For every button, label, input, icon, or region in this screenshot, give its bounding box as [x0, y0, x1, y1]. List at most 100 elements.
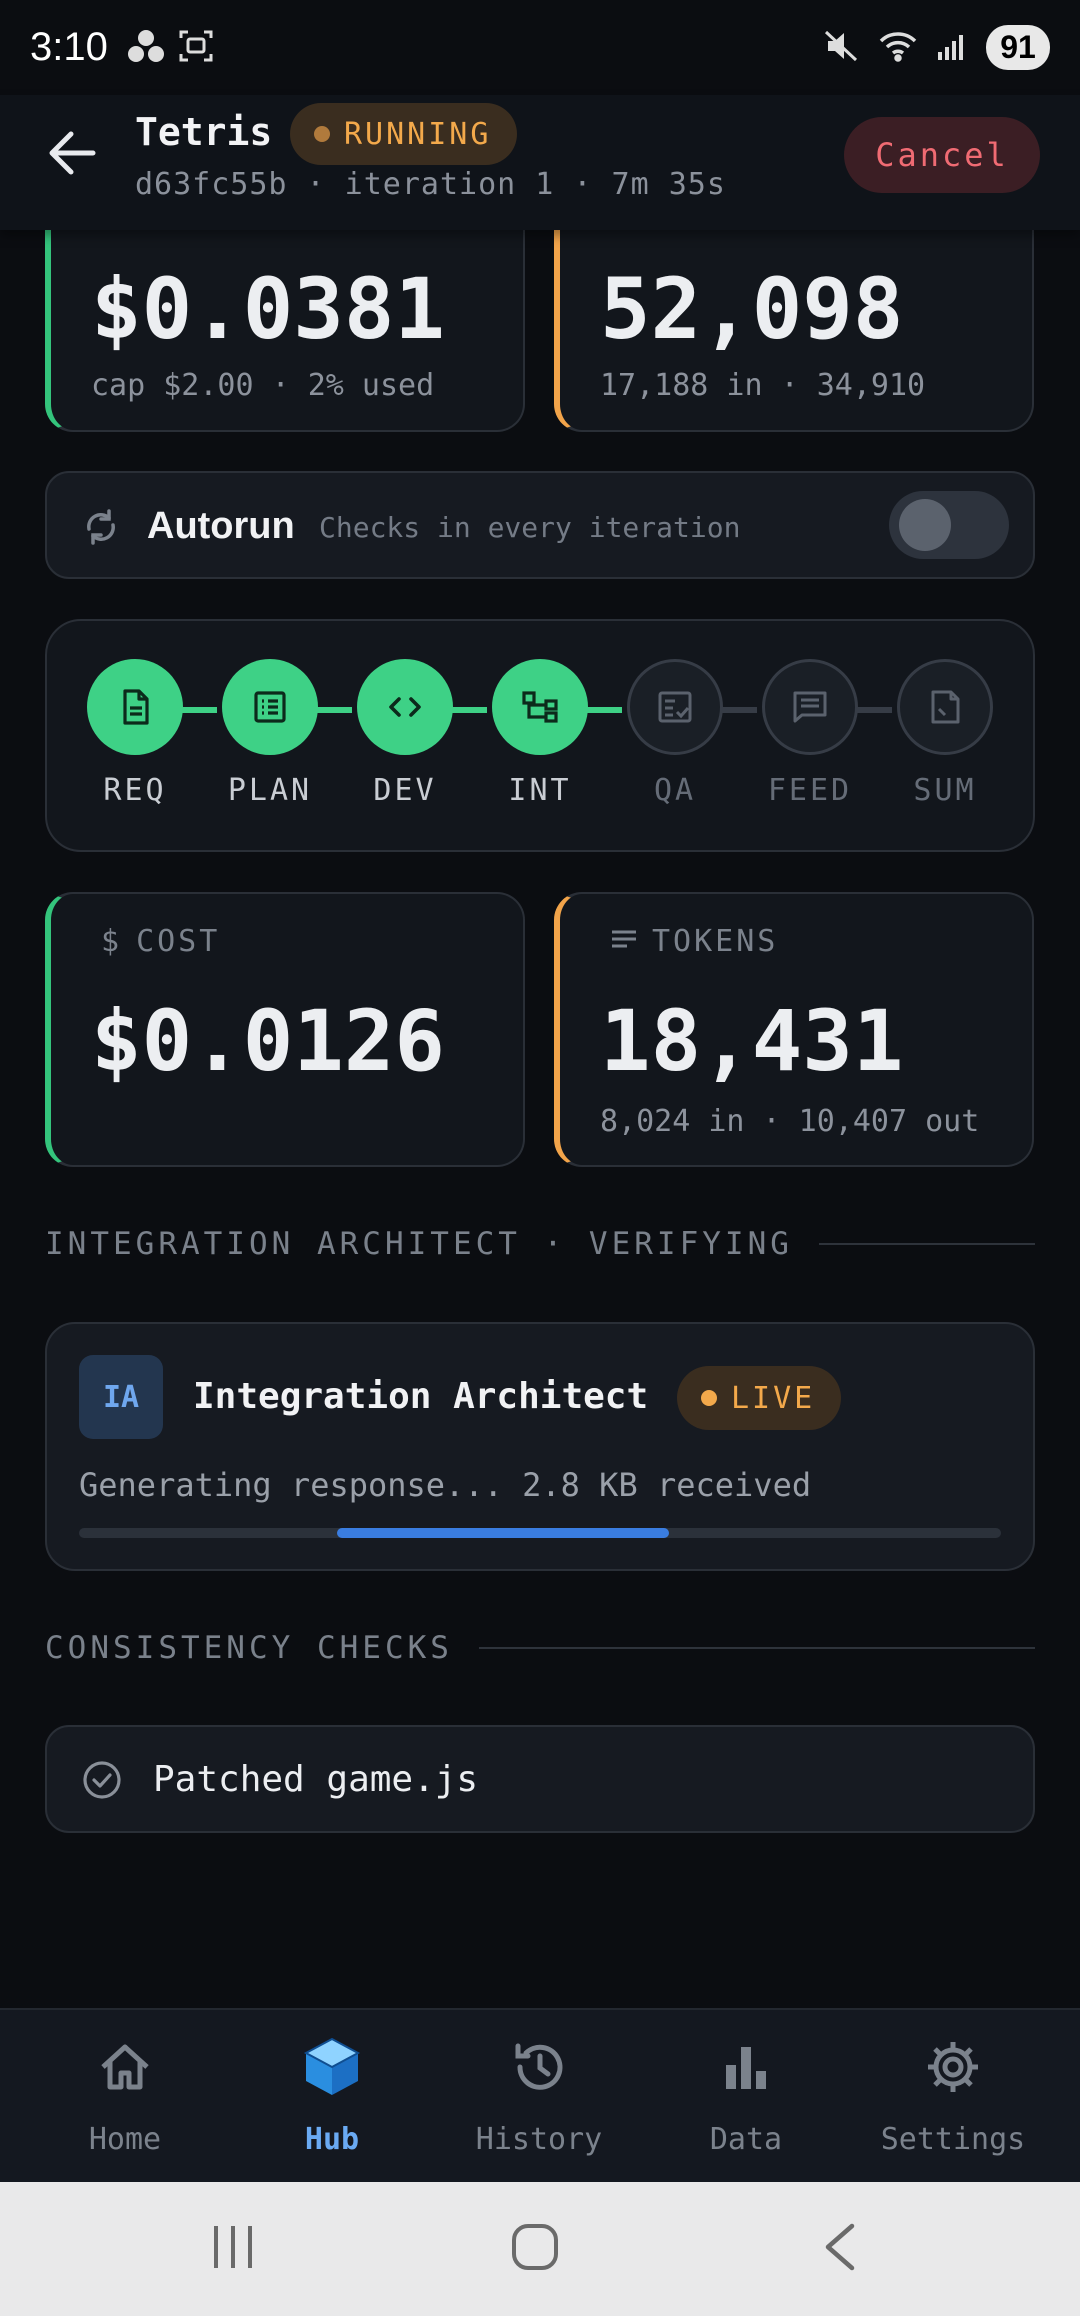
live-badge: LIVE	[677, 1366, 842, 1430]
step-label: INT	[508, 773, 572, 808]
step-label: SUM	[913, 773, 977, 808]
autorun-title: Autorun	[147, 505, 295, 547]
nav-label: History	[475, 2122, 603, 2157]
nav-label: Home	[88, 2122, 162, 2157]
stage-tokens-card: TOKENS 18,431 8,024 in · 10,407 out	[554, 892, 1034, 1167]
check-text: Patched game.js	[153, 1759, 479, 1800]
stage-tokens-label: TOKENS	[652, 924, 779, 959]
connector	[582, 707, 622, 713]
list-icon	[254, 691, 286, 723]
home-system-button[interactable]	[510, 2222, 560, 2276]
app-cluster-icon	[126, 28, 166, 68]
status-badge-label: RUNNING	[344, 116, 492, 152]
back-system-button[interactable]	[820, 2222, 860, 2276]
run-cost-value: $0.0381	[91, 260, 446, 358]
nav-data[interactable]: Data	[646, 2032, 846, 2157]
stage-cost-label: COST	[136, 924, 221, 959]
integration-icon	[522, 691, 558, 723]
divider	[478, 1647, 1035, 1649]
recents-icon	[214, 2226, 252, 2268]
section-title: INTEGRATION ARCHITECT · VERIFYING	[45, 1226, 793, 1262]
bottom-nav: Home Hub History Data Settings	[0, 2008, 1080, 2182]
connector	[312, 707, 352, 713]
nav-hub[interactable]: Hub	[232, 2032, 432, 2157]
arrow-left-icon	[49, 131, 96, 175]
agent-status: Generating response... 2.8 KB received	[79, 1466, 812, 1504]
summary-icon	[931, 690, 960, 724]
step-plan[interactable]: PLAN	[222, 659, 318, 808]
step-label: PLAN	[227, 773, 313, 808]
wifi-icon	[878, 30, 918, 66]
nav-settings[interactable]: Settings	[853, 2032, 1053, 2157]
code-icon	[389, 697, 421, 717]
chevron-left-icon	[825, 2223, 855, 2271]
home-icon	[101, 2044, 149, 2090]
check-circle-icon	[81, 1759, 123, 1805]
run-tokens-sub: 17,188 in · 34,910	[600, 368, 926, 403]
system-nav-bar	[0, 2182, 1080, 2316]
pipeline-stepper: REQ PLAN DEV INT QA FEED SUM	[45, 619, 1035, 852]
stage-tokens-value: 18,431	[600, 992, 904, 1090]
run-header: Tetris RUNNING d63fc55b · iteration 1 · …	[0, 95, 1080, 230]
nav-label: Hub	[304, 2122, 360, 2157]
stage-cost-value: $0.0126	[91, 992, 446, 1090]
status-bar: 3:10 91	[0, 0, 1080, 95]
step-feed[interactable]: FEED	[762, 659, 858, 808]
agent-section-header: INTEGRATION ARCHITECT · VERIFYING	[45, 1226, 1035, 1262]
connector	[717, 707, 757, 713]
cancel-button[interactable]: Cancel	[844, 117, 1040, 193]
run-tokens-card: 52,098 17,188 in · 34,910	[554, 200, 1034, 432]
feedback-icon	[793, 691, 827, 723]
progress-bar	[79, 1528, 1001, 1538]
stage-cost-card: $ COST $0.0126	[45, 892, 525, 1167]
step-req[interactable]: REQ	[87, 659, 183, 808]
run-cost-card: $0.0381 cap $2.00 · 2% used	[45, 200, 525, 432]
nav-home[interactable]: Home	[25, 2032, 225, 2157]
step-qa[interactable]: QA	[627, 659, 723, 808]
consistency-section-header: CONSISTENCY CHECKS	[45, 1630, 1035, 1666]
bar-chart-icon	[726, 2047, 766, 2089]
gear-icon	[928, 2042, 978, 2092]
signal-icon	[936, 30, 968, 66]
step-dev[interactable]: DEV	[357, 659, 453, 808]
section-title: CONSISTENCY CHECKS	[45, 1630, 453, 1666]
status-badge: RUNNING	[290, 103, 518, 165]
autorun-toggle[interactable]	[889, 491, 1009, 559]
status-dot	[314, 126, 330, 142]
run-subtitle: d63fc55b · iteration 1 · 7m 35s	[135, 167, 726, 202]
step-sum[interactable]: SUM	[897, 659, 993, 808]
history-icon	[515, 2043, 563, 2090]
live-badge-label: LIVE	[731, 1380, 816, 1416]
mute-icon	[824, 28, 860, 68]
progress-fill	[337, 1528, 670, 1538]
recent-apps-button[interactable]	[210, 2222, 256, 2276]
live-dot	[701, 1390, 717, 1406]
cube-icon	[303, 2037, 361, 2095]
agent-card[interactable]: IA Integration Architect LIVE Generating…	[45, 1322, 1035, 1571]
connector	[447, 707, 487, 713]
status-time: 3:10	[30, 25, 108, 69]
step-int[interactable]: INT	[492, 659, 588, 808]
step-label: FEED	[767, 773, 853, 808]
connector	[852, 707, 892, 713]
document-icon	[123, 689, 149, 725]
home-circle-icon	[512, 2224, 558, 2270]
connector	[177, 707, 217, 713]
run-tokens-value: 52,098	[600, 260, 904, 358]
step-label: DEV	[373, 773, 437, 808]
step-label: REQ	[103, 773, 167, 808]
checklist-icon	[658, 691, 692, 723]
autorun-description: Checks in every iteration	[319, 511, 741, 544]
step-label: QA	[653, 773, 697, 808]
run-cost-sub: cap $2.00 · 2% used	[91, 368, 435, 403]
nav-history[interactable]: History	[439, 2032, 639, 2157]
back-button[interactable]	[44, 125, 100, 181]
nav-label: Settings	[880, 2122, 1026, 2157]
battery-indicator: 91	[986, 25, 1050, 70]
toggle-knob	[899, 499, 951, 551]
dollar-icon: $	[101, 924, 123, 959]
autorun-row: Autorun Checks in every iteration	[45, 471, 1035, 579]
screenshot-icon	[178, 28, 214, 68]
page-title: Tetris	[135, 110, 273, 154]
list-item[interactable]: Patched game.js	[45, 1725, 1035, 1833]
